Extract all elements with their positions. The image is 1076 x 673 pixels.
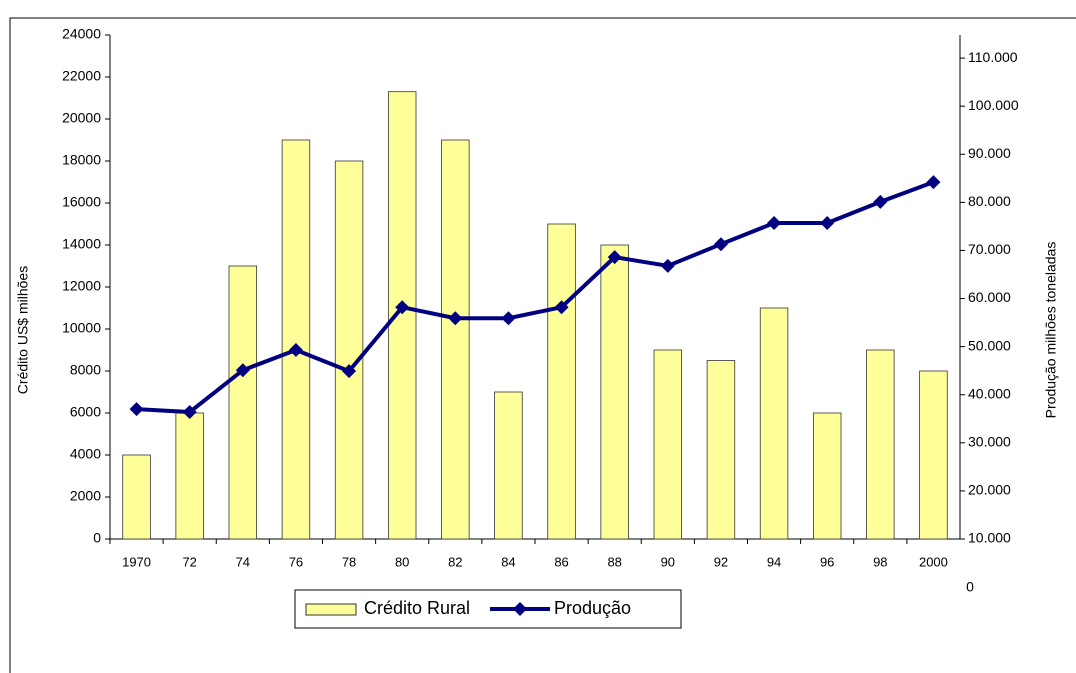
marker xyxy=(873,194,888,209)
x-tick-label: 98 xyxy=(873,554,887,569)
y2-tick-label: 30.000 xyxy=(968,434,1011,450)
y2-axis-label: Produção milhões toneladas xyxy=(1043,242,1059,419)
x-tick-label: 76 xyxy=(289,554,303,569)
x-tick-label: 90 xyxy=(661,554,675,569)
x-tick-label: 92 xyxy=(714,554,728,569)
x-tick-label: 80 xyxy=(395,554,409,569)
bar xyxy=(653,349,683,540)
y2-tick-label: 110.000 xyxy=(968,49,1018,65)
marker xyxy=(342,364,357,379)
y2-tick-label: 90.000 xyxy=(968,145,1011,161)
bar xyxy=(759,307,789,540)
y-tick-label: 20000 xyxy=(62,110,101,126)
x-tick-label: 2000 xyxy=(919,554,948,569)
y2-tick-label: 100.000 xyxy=(968,97,1019,113)
legend-label: Produção xyxy=(554,598,631,618)
y2-tick-label: 70.000 xyxy=(968,241,1011,257)
bar xyxy=(281,139,311,540)
x-tick-label: 78 xyxy=(342,554,356,569)
bar xyxy=(919,370,948,540)
y2-tick-label: 20.000 xyxy=(968,482,1011,498)
x-tick-label: 1970 xyxy=(122,554,151,569)
bar xyxy=(600,244,629,540)
x-tick-label: 88 xyxy=(607,554,621,569)
frame xyxy=(9,17,1076,673)
legend-swatch xyxy=(513,602,527,616)
marker xyxy=(129,402,144,417)
x-tick-label: 82 xyxy=(448,554,462,569)
marker xyxy=(767,216,782,231)
y-tick-label: 10000 xyxy=(62,320,101,336)
legend-label: Crédito Rural xyxy=(364,598,470,618)
annotation: 0 xyxy=(966,579,974,595)
y2-tick-label: 10.000 xyxy=(968,530,1011,546)
y-tick-label: 12000 xyxy=(62,278,101,294)
y2-tick-label: 60.000 xyxy=(968,289,1011,305)
x-tick-label: 72 xyxy=(182,554,196,569)
y2-tick-label: 80.000 xyxy=(968,193,1011,209)
marker xyxy=(554,300,569,315)
y-tick-label: 22000 xyxy=(62,68,101,84)
y-tick-label: 4000 xyxy=(70,446,101,462)
marker xyxy=(395,300,410,315)
legend-box xyxy=(294,589,682,629)
y2-tick-label: 50.000 xyxy=(968,337,1011,353)
marker xyxy=(926,175,941,190)
y-tick-label: 18000 xyxy=(62,152,101,168)
y-tick-label: 14000 xyxy=(62,236,101,252)
bar xyxy=(387,91,417,540)
y-tick-label: 0 xyxy=(93,530,101,546)
y-tick-label: 6000 xyxy=(70,404,101,420)
marker xyxy=(607,250,622,265)
marker xyxy=(235,363,250,378)
x-tick-label: 84 xyxy=(501,554,515,569)
bar xyxy=(547,223,576,540)
bar xyxy=(441,139,470,540)
bar xyxy=(122,454,151,540)
y-tick-label: 24000 xyxy=(62,26,101,42)
marker xyxy=(182,405,197,420)
y-tick-label: 2000 xyxy=(70,488,101,504)
y-tick-label: 8000 xyxy=(70,362,101,378)
bar xyxy=(228,265,258,540)
bar xyxy=(706,360,736,540)
x-tick-label: 96 xyxy=(820,554,834,569)
bar xyxy=(175,412,204,540)
x-tick-label: 86 xyxy=(554,554,568,569)
line xyxy=(136,180,935,415)
marker xyxy=(820,216,835,231)
legend-swatch xyxy=(305,603,357,616)
y2-tick-label: 40.000 xyxy=(968,385,1011,401)
marker xyxy=(448,311,463,326)
marker xyxy=(288,343,303,357)
marker xyxy=(713,237,728,252)
y-tick-label: 16000 xyxy=(62,194,101,210)
x-tick-label: 74 xyxy=(236,554,250,569)
marker xyxy=(501,311,516,326)
bar xyxy=(866,349,895,540)
bar xyxy=(334,160,364,540)
x-tick-label: 94 xyxy=(767,554,781,569)
y-axis-label: Crédito US$ milhões xyxy=(15,266,31,394)
marker xyxy=(660,258,675,273)
bar xyxy=(494,391,523,540)
bar xyxy=(812,412,842,540)
